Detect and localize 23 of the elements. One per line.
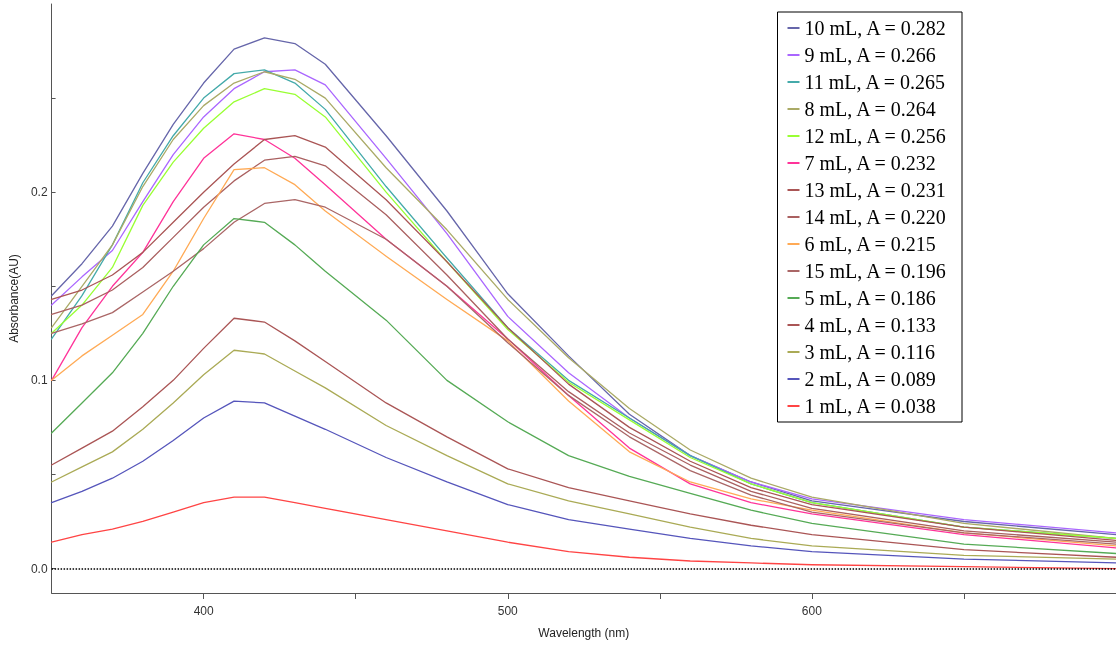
x-tick-label: 600 — [801, 604, 823, 618]
legend-label: 12 mL, A = 0.256 — [804, 125, 946, 147]
x-tick-label: 400 — [193, 604, 214, 618]
y-tick-label: 0.1 — [30, 373, 48, 388]
legend-label: 5 mL, A = 0.186 — [804, 287, 936, 309]
legend-label: 9 mL, A = 0.266 — [804, 44, 936, 66]
legend-label: 1 mL, A = 0.038 — [804, 395, 936, 417]
y-axis-title: Absorbance(AU) — [7, 254, 21, 343]
legend-label: 13 mL, A = 0.231 — [804, 179, 946, 201]
legend-label: 4 mL, A = 0.133 — [804, 314, 936, 336]
legend-label: 15 mL, A = 0.196 — [804, 260, 946, 282]
x-tick-label: 500 — [497, 604, 519, 618]
legend-label: 7 mL, A = 0.232 — [804, 152, 936, 174]
legend-label: 8 mL, A = 0.264 — [804, 98, 936, 120]
legend-label: 2 mL, A = 0.089 — [804, 368, 936, 390]
legend-label: 6 mL, A = 0.215 — [804, 233, 936, 255]
legend-label: 14 mL, A = 0.220 — [804, 206, 946, 228]
y-tick-label: 0.2 — [30, 185, 48, 200]
legend-label: 3 mL, A = 0.116 — [804, 341, 936, 363]
legend-label: 11 mL, A = 0.265 — [804, 71, 946, 93]
legend-label: 10 mL, A = 0.282 — [804, 17, 946, 39]
y-tick-label: 0.0 — [30, 561, 48, 576]
x-axis-title: Wavelength (nm) — [538, 626, 630, 640]
